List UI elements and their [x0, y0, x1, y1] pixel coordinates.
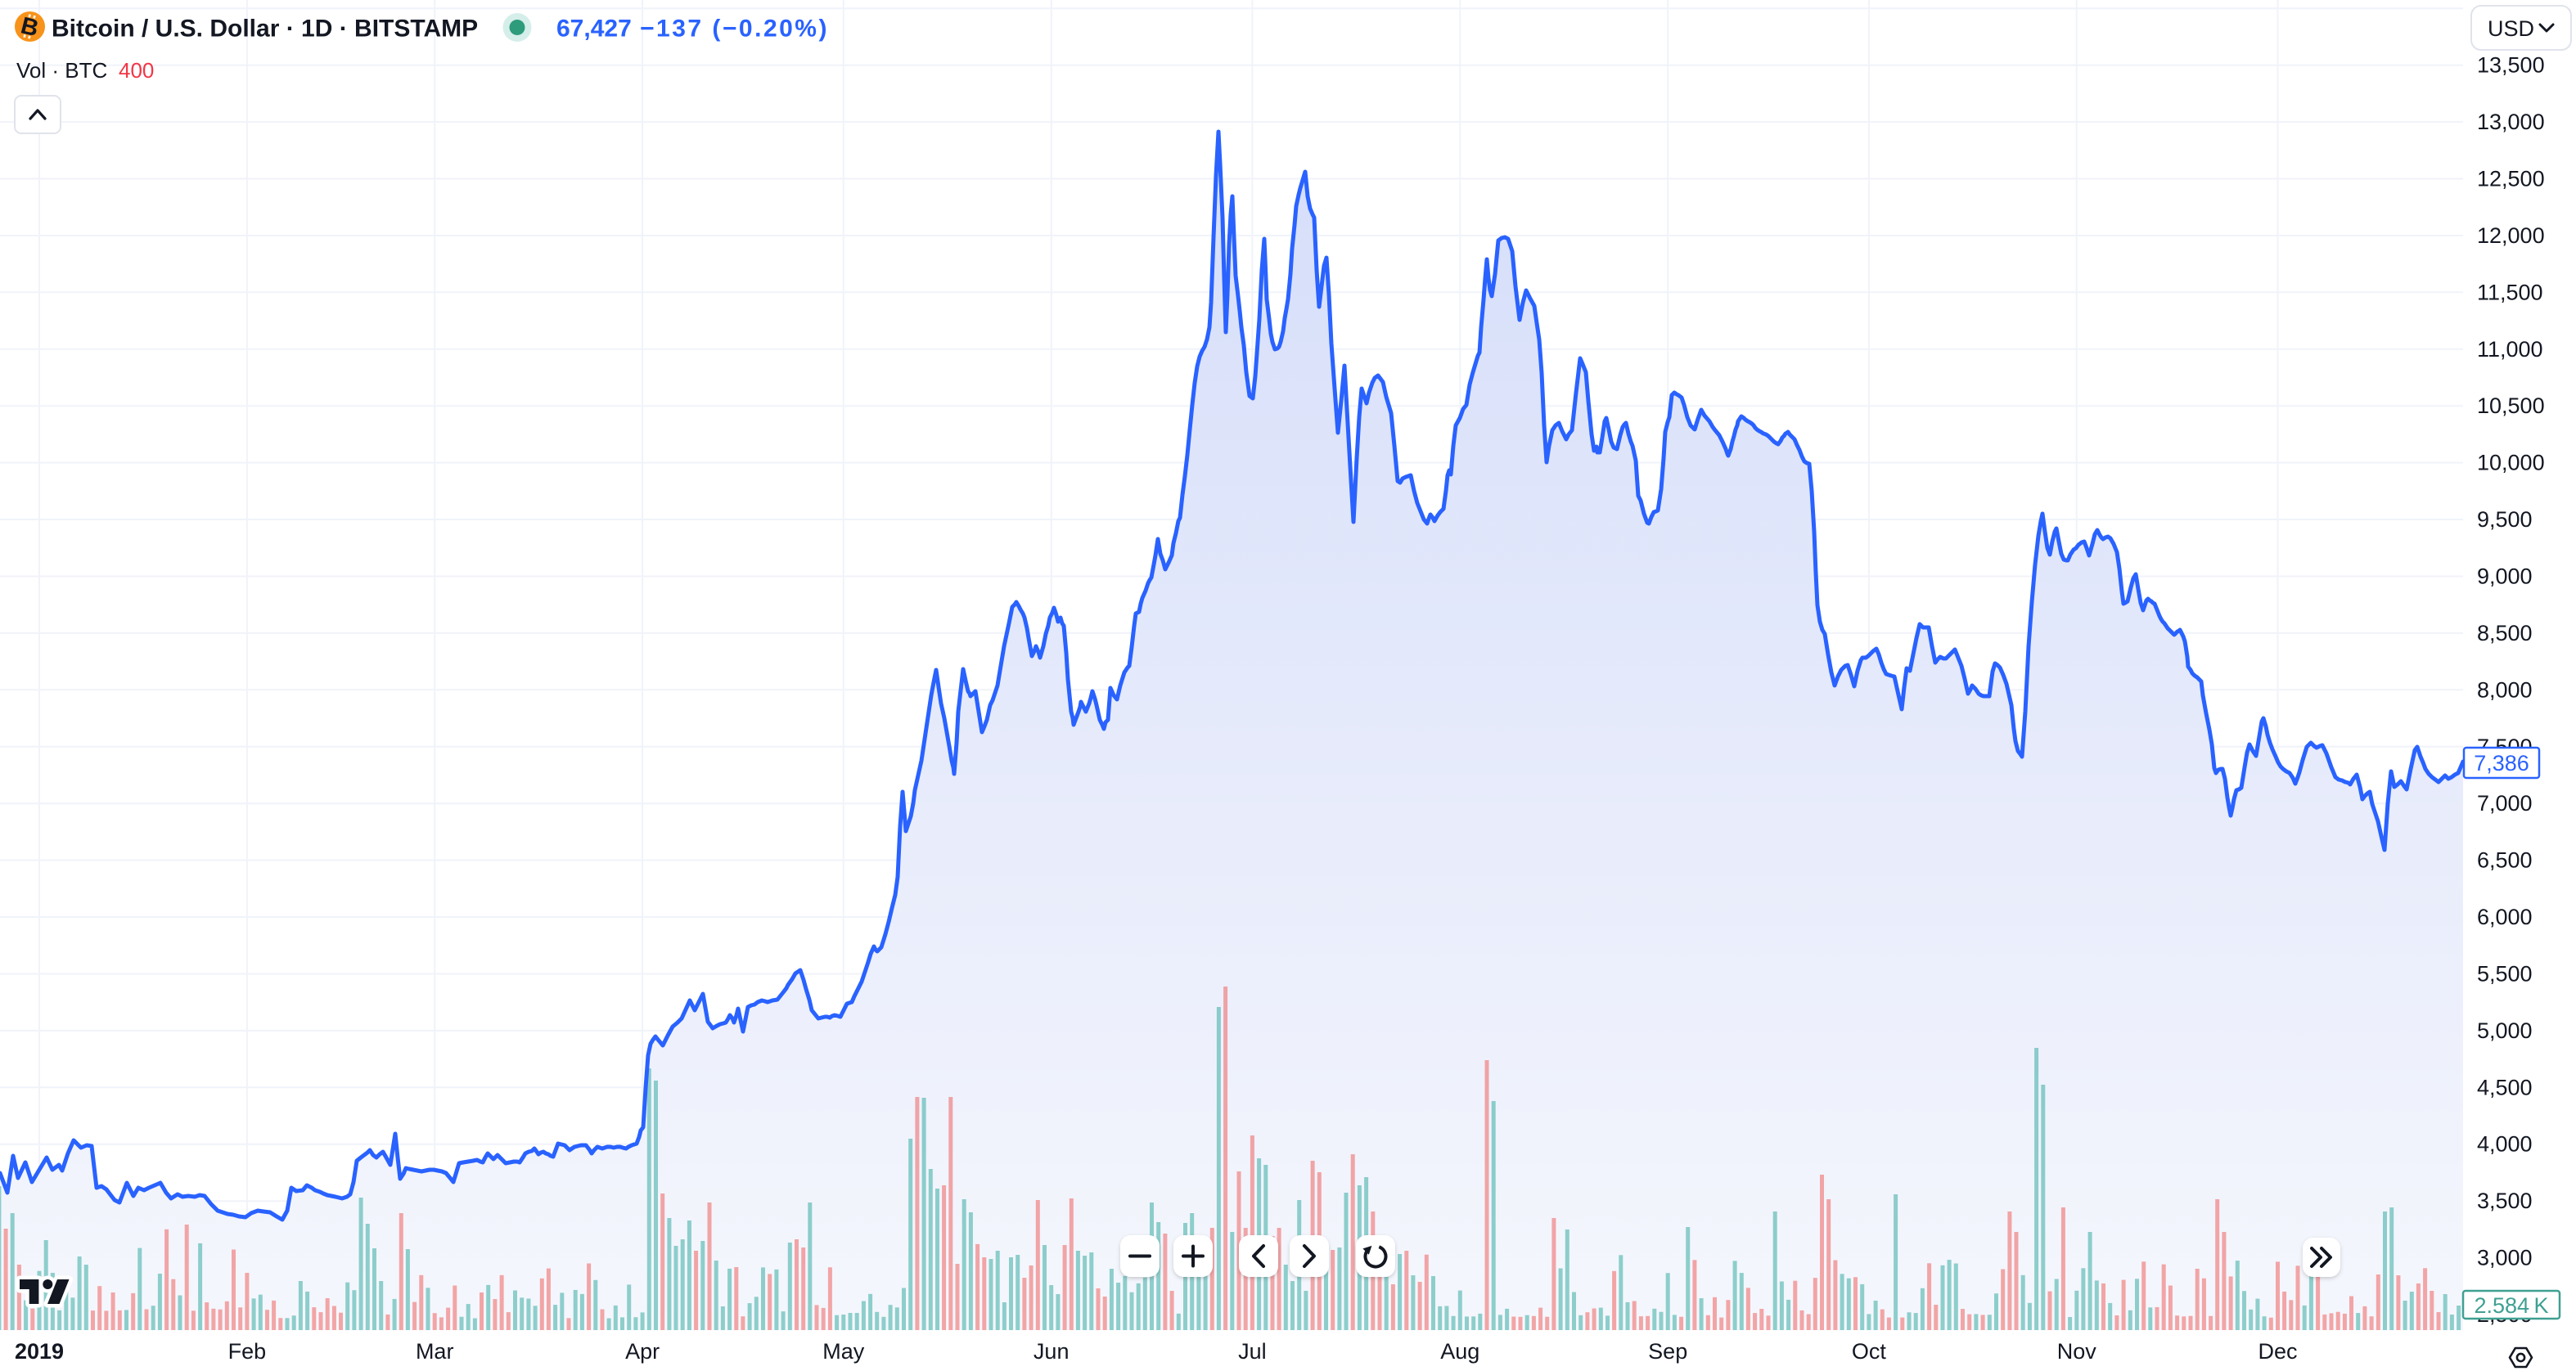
svg-text:400: 400: [119, 58, 154, 83]
svg-text:Bitcoin / U.S. Dollar · 1D · B: Bitcoin / U.S. Dollar · 1D · BITSTAMP: [52, 16, 478, 43]
svg-text:8,500: 8,500: [2477, 621, 2533, 645]
svg-text:Vol · BTC: Vol · BTC: [16, 58, 107, 83]
svg-text:Mar: Mar: [416, 1339, 454, 1364]
svg-text:4,500: 4,500: [2477, 1075, 2533, 1099]
svg-text:11,000: 11,000: [2477, 337, 2543, 362]
svg-text:May: May: [822, 1339, 865, 1364]
svg-text:Jul: Jul: [1238, 1339, 1267, 1364]
svg-text:Nov: Nov: [2057, 1339, 2097, 1364]
svg-text:13,500: 13,500: [2477, 53, 2545, 78]
svg-text:2.584 K: 2.584 K: [2475, 1293, 2549, 1318]
svg-text:12,000: 12,000: [2477, 223, 2545, 248]
svg-text:6,000: 6,000: [2477, 905, 2533, 929]
svg-text:10,500: 10,500: [2477, 393, 2545, 418]
svg-text:USD: USD: [2488, 16, 2534, 41]
svg-text:Jun: Jun: [1034, 1339, 1070, 1364]
svg-text:Feb: Feb: [228, 1339, 267, 1364]
svg-text:Dec: Dec: [2258, 1339, 2297, 1364]
svg-text:Sep: Sep: [1648, 1339, 1687, 1364]
svg-text:−137 (−0.20%): −137 (−0.20%): [640, 16, 829, 43]
svg-text:6,500: 6,500: [2477, 848, 2533, 873]
svg-text:13,000: 13,000: [2477, 110, 2545, 134]
svg-text:Aug: Aug: [1440, 1339, 1479, 1364]
svg-text:2019: 2019: [15, 1339, 64, 1364]
svg-text:3,500: 3,500: [2477, 1189, 2533, 1213]
svg-text:Oct: Oct: [1852, 1339, 1887, 1364]
svg-text:67,427: 67,427: [556, 16, 632, 43]
svg-text:10,000: 10,000: [2477, 451, 2545, 475]
svg-text:9,000: 9,000: [2477, 564, 2533, 589]
svg-text:Apr: Apr: [625, 1339, 660, 1364]
svg-text:5,500: 5,500: [2477, 962, 2533, 987]
svg-text:5,000: 5,000: [2477, 1018, 2533, 1043]
svg-text:7,386: 7,386: [2474, 751, 2529, 775]
svg-text:7,000: 7,000: [2477, 791, 2533, 816]
svg-text:9,500: 9,500: [2477, 507, 2533, 532]
svg-text:11,500: 11,500: [2477, 280, 2543, 304]
svg-text:4,000: 4,000: [2477, 1132, 2533, 1157]
svg-text:3,000: 3,000: [2477, 1246, 2533, 1270]
svg-text:12,500: 12,500: [2477, 167, 2545, 191]
svg-text:8,000: 8,000: [2477, 677, 2533, 702]
